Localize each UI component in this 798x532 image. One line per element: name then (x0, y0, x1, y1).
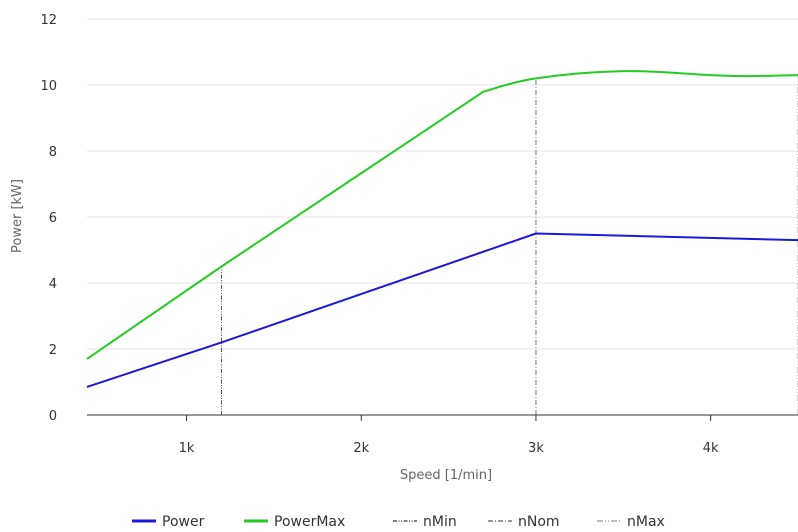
legend-label-nnom: nNom (518, 514, 560, 530)
legend-label-nmax: nMax (627, 514, 665, 530)
legend-label-power: Power (162, 514, 205, 530)
series-line-powermax (86, 70, 798, 360)
y-tick-label-4: 8 (49, 145, 57, 160)
y-tick-label-5: 10 (40, 79, 57, 94)
y-tick-label-6: 12 (40, 13, 57, 28)
y-tick-label-0: 0 (49, 409, 57, 424)
axes: 0 2 4 6 8 10 12 1k 2k 3k 4k (40, 13, 798, 456)
x-tick-label-0: 1k (179, 441, 195, 456)
series (86, 70, 798, 388)
x-tick-label-3: 4k (703, 441, 719, 456)
x-axis-title: Speed [1/min] (400, 468, 492, 483)
x-tick-label-2: 3k (528, 441, 544, 456)
y-axis-title: Power [kW] (10, 179, 25, 253)
legend-label-nmin: nMin (423, 514, 457, 530)
y-tick-label-2: 4 (49, 277, 57, 292)
x-tick-label-1: 2k (353, 441, 369, 456)
legend: Power PowerMax nMin nNom nMax (132, 514, 665, 530)
grid (87, 18, 798, 350)
series-line-power (86, 232, 798, 388)
y-tick-label-1: 2 (49, 343, 57, 358)
legend-label-powermax: PowerMax (274, 514, 345, 530)
speed-markers (221, 75, 798, 415)
y-tick-label-3: 6 (49, 211, 57, 226)
